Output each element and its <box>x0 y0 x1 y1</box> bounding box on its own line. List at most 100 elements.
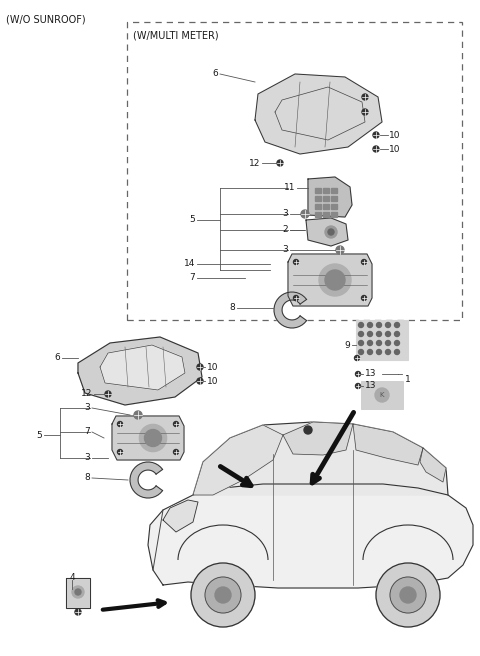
Circle shape <box>376 340 382 346</box>
Polygon shape <box>353 424 423 465</box>
Polygon shape <box>163 500 198 532</box>
Circle shape <box>336 246 344 254</box>
Circle shape <box>376 350 382 354</box>
Text: 10: 10 <box>389 144 400 154</box>
Circle shape <box>375 388 389 402</box>
Circle shape <box>361 295 367 300</box>
Circle shape <box>359 340 363 346</box>
Text: 13: 13 <box>365 382 376 390</box>
Polygon shape <box>66 578 90 608</box>
Text: 3: 3 <box>282 209 288 218</box>
Text: 13: 13 <box>365 369 376 379</box>
Circle shape <box>368 323 372 327</box>
Circle shape <box>356 371 360 377</box>
Polygon shape <box>78 337 202 405</box>
Text: 10: 10 <box>389 131 400 140</box>
Text: 3: 3 <box>84 403 90 413</box>
Circle shape <box>395 331 399 337</box>
Bar <box>315 196 321 201</box>
Text: 10: 10 <box>207 363 218 371</box>
Circle shape <box>75 589 81 595</box>
Polygon shape <box>193 422 448 495</box>
Circle shape <box>134 411 142 419</box>
Text: 7: 7 <box>189 274 195 283</box>
Circle shape <box>376 563 440 627</box>
Circle shape <box>356 384 360 388</box>
Text: K: K <box>380 392 384 398</box>
Text: 1: 1 <box>405 375 411 384</box>
Polygon shape <box>193 425 283 495</box>
Text: 6: 6 <box>212 70 218 79</box>
Circle shape <box>361 260 367 264</box>
Polygon shape <box>148 484 473 588</box>
Circle shape <box>72 586 84 598</box>
Circle shape <box>277 160 283 166</box>
Circle shape <box>385 323 391 327</box>
Bar <box>361 381 403 409</box>
Circle shape <box>385 350 391 354</box>
Polygon shape <box>255 74 382 154</box>
Text: 4: 4 <box>69 573 75 583</box>
Polygon shape <box>112 416 184 460</box>
Circle shape <box>173 449 179 455</box>
Bar <box>323 188 329 193</box>
Circle shape <box>293 295 299 300</box>
Circle shape <box>325 226 337 238</box>
Text: 5: 5 <box>36 430 42 440</box>
Bar <box>323 196 329 201</box>
Circle shape <box>362 109 368 115</box>
Circle shape <box>376 331 382 337</box>
Circle shape <box>395 323 399 327</box>
Text: 8: 8 <box>84 474 90 483</box>
Bar <box>127 22 462 320</box>
Bar <box>323 204 329 209</box>
Bar <box>331 188 337 193</box>
Circle shape <box>173 422 179 426</box>
Text: 5: 5 <box>189 216 195 224</box>
Bar <box>315 188 321 193</box>
Polygon shape <box>306 218 348 246</box>
Circle shape <box>373 146 379 152</box>
Text: 6: 6 <box>54 354 60 363</box>
Polygon shape <box>100 345 185 390</box>
Circle shape <box>75 609 81 615</box>
Circle shape <box>385 331 391 337</box>
Text: 7: 7 <box>84 428 90 436</box>
Polygon shape <box>283 422 353 455</box>
Text: (W/MULTI METER): (W/MULTI METER) <box>133 30 218 40</box>
Bar <box>315 212 321 217</box>
Bar <box>315 204 321 209</box>
Text: 12: 12 <box>249 159 260 167</box>
Circle shape <box>385 340 391 346</box>
Bar <box>356 320 408 360</box>
Bar <box>331 196 337 201</box>
Circle shape <box>144 430 161 447</box>
Bar <box>323 212 329 217</box>
Circle shape <box>395 350 399 354</box>
Circle shape <box>373 132 379 138</box>
Circle shape <box>205 577 241 613</box>
Circle shape <box>105 391 111 397</box>
Text: 8: 8 <box>229 304 235 312</box>
Circle shape <box>355 356 360 361</box>
Bar <box>331 204 337 209</box>
Circle shape <box>390 577 426 613</box>
Circle shape <box>293 260 299 264</box>
Circle shape <box>118 422 122 426</box>
Circle shape <box>215 587 231 603</box>
Text: 9: 9 <box>344 340 350 350</box>
Circle shape <box>304 426 312 434</box>
Text: 12: 12 <box>81 390 92 398</box>
Circle shape <box>118 449 122 455</box>
Text: 14: 14 <box>184 260 195 268</box>
Polygon shape <box>420 448 446 482</box>
Circle shape <box>359 331 363 337</box>
Text: 3: 3 <box>84 453 90 462</box>
Circle shape <box>328 229 334 235</box>
Circle shape <box>368 331 372 337</box>
Text: 3: 3 <box>282 245 288 255</box>
Polygon shape <box>288 254 372 306</box>
Circle shape <box>376 323 382 327</box>
Circle shape <box>400 587 416 603</box>
Bar <box>331 212 337 217</box>
